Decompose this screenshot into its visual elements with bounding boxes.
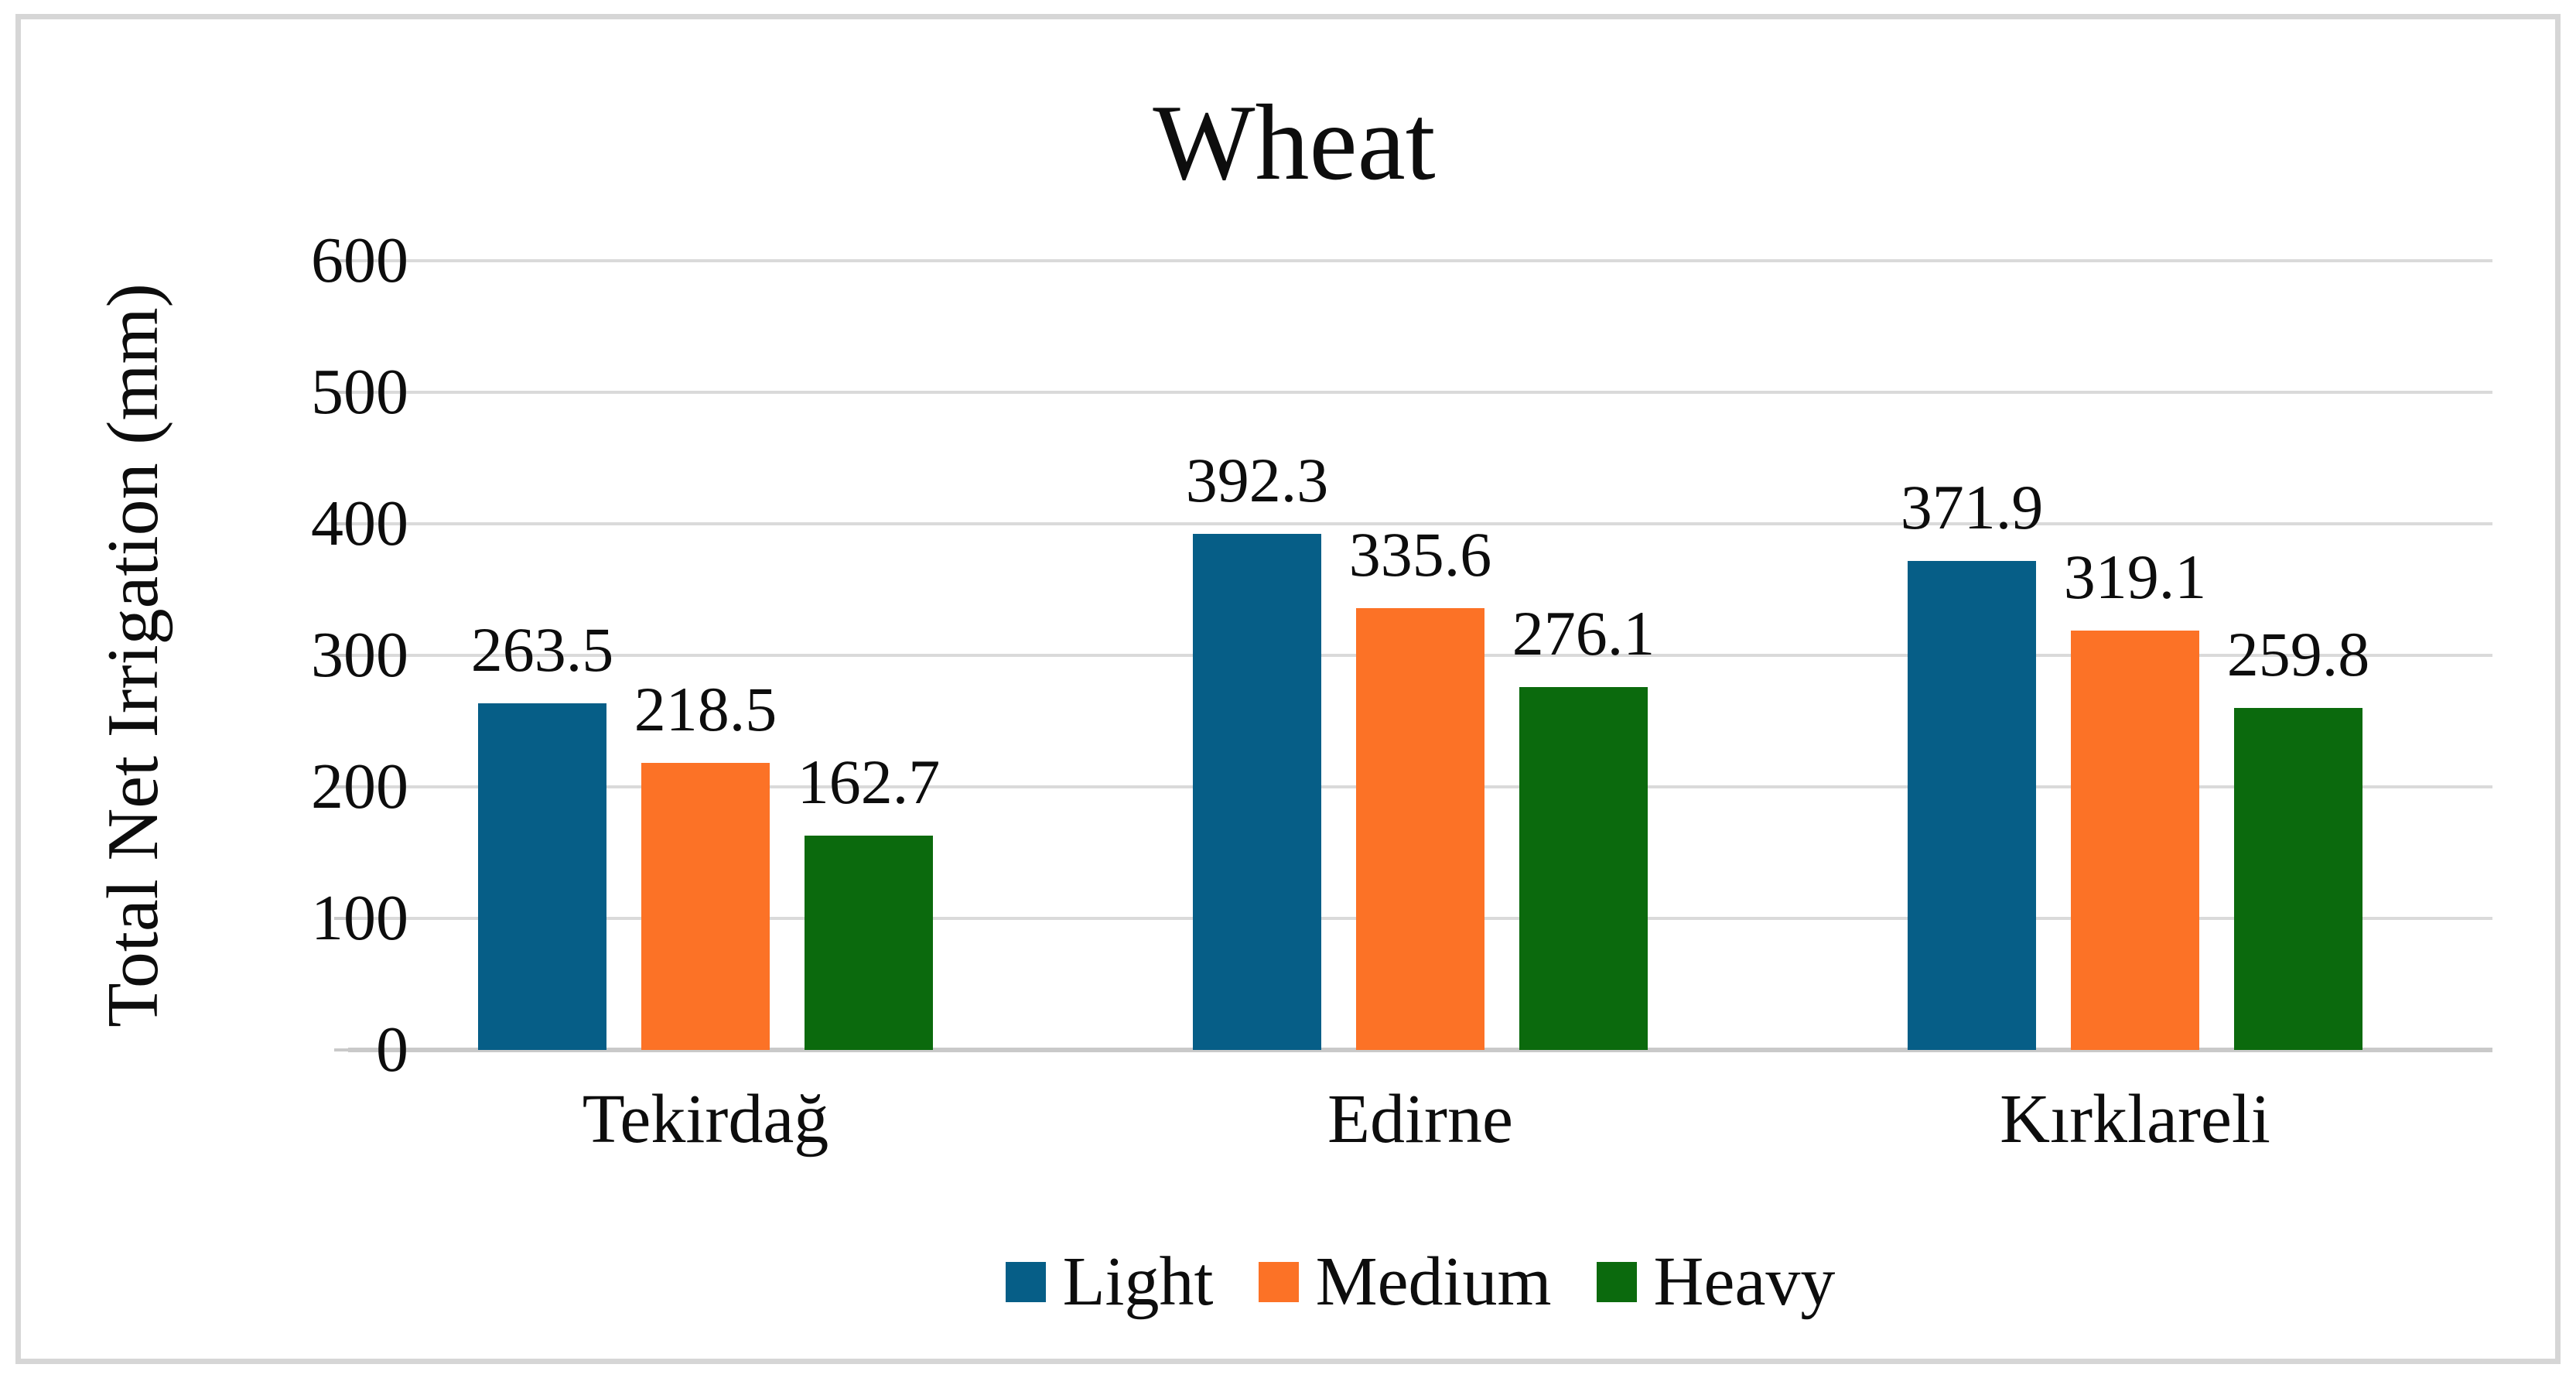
bar-light-edirne	[1193, 534, 1321, 1050]
category-label-k-rklareli: Kırklareli	[2000, 1081, 2270, 1157]
bar-medium-edirne	[1356, 608, 1484, 1050]
y-tick-mark	[334, 259, 348, 262]
bar-value-label-heavy-k-rklareli: 259.8	[2226, 619, 2370, 690]
y-tick-label: 200	[311, 751, 408, 822]
legend-label-heavy: Heavy	[1653, 1243, 1836, 1320]
bar-value-label-heavy-tekirda-: 162.7	[797, 747, 941, 818]
y-tick-mark	[334, 391, 348, 394]
y-tick-mark	[334, 917, 348, 920]
legend-item-heavy: Heavy	[1596, 1243, 1836, 1320]
bar-heavy-edirne	[1519, 686, 1648, 1050]
bar-heavy-tekirda-	[805, 836, 933, 1050]
legend-label-medium: Medium	[1315, 1243, 1552, 1320]
bar-value-label-light-k-rklareli: 371.9	[1900, 471, 2044, 542]
x-axis-line	[348, 1048, 2492, 1052]
y-tick-label: 600	[311, 224, 408, 296]
category-label-tekirda-: Tekirdağ	[582, 1081, 829, 1157]
legend-item-light: Light	[1005, 1243, 1214, 1320]
bar-heavy-k-rklareli	[2234, 708, 2362, 1050]
category-label-edirne: Edirne	[1327, 1081, 1513, 1157]
gridline	[348, 391, 2492, 394]
bar-value-label-light-edirne: 392.3	[1185, 445, 1329, 516]
legend: Light Medium Heavy	[348, 1247, 2492, 1317]
y-tick-label: 400	[311, 487, 408, 559]
y-tick-label: 500	[311, 356, 408, 428]
bar-value-label-medium-edirne: 335.6	[1348, 519, 1492, 590]
y-tick-mark	[334, 1048, 348, 1051]
gridline	[348, 522, 2492, 525]
legend-label-light: Light	[1062, 1243, 1214, 1320]
y-tick-mark	[334, 654, 348, 657]
bar-medium-tekirda-	[641, 762, 770, 1050]
bar-value-label-medium-tekirda-: 218.5	[634, 673, 777, 744]
bar-medium-k-rklareli	[2071, 630, 2199, 1050]
y-tick-label: 300	[311, 619, 408, 691]
bar-value-label-light-tekirda-: 263.5	[470, 614, 614, 686]
bar-light-tekirda-	[478, 703, 606, 1050]
legend-swatch-light	[1005, 1262, 1046, 1302]
bar-value-label-heavy-edirne: 276.1	[1512, 597, 1655, 668]
y-tick-mark	[334, 522, 348, 525]
gridline	[348, 259, 2492, 262]
legend-swatch-medium	[1258, 1262, 1299, 1302]
y-tick-label: 0	[376, 1014, 408, 1086]
y-tick-mark	[334, 785, 348, 788]
y-axis-title: Total Net Irrigation (mm)	[93, 283, 173, 1028]
legend-item-medium: Medium	[1258, 1243, 1552, 1320]
bar-light-k-rklareli	[1908, 560, 2036, 1050]
bar-value-label-medium-k-rklareli: 319.1	[2063, 541, 2207, 612]
chart-title: Wheat	[1153, 83, 1436, 203]
legend-swatch-heavy	[1596, 1262, 1637, 1302]
plot-area: 263.5 218.5 162.7 392.3 335.6 276.1 371.9 319.1…	[334, 259, 2492, 1052]
y-tick-label: 100	[311, 882, 408, 954]
